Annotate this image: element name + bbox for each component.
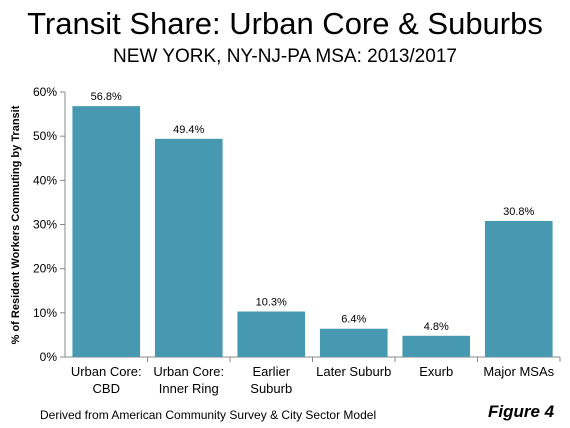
bar-value-label: 56.8% xyxy=(91,91,122,103)
chart-subtitle: NEW YORK, NY-NJ-PA MSA: 2013/2017 xyxy=(113,46,457,67)
chart-title: Transit Share: Urban Core & Suburbs xyxy=(27,6,543,41)
bar xyxy=(154,138,223,357)
x-category-label-line: Urban Core: xyxy=(153,364,224,379)
y-tick-label: 0% xyxy=(40,350,58,364)
x-category-label: Exurb xyxy=(419,364,453,379)
bar-value-label: 30.8% xyxy=(503,206,534,218)
bar xyxy=(319,328,388,357)
bar-value-label: 49.4% xyxy=(173,124,204,136)
bar-value-label: 10.3% xyxy=(256,297,287,309)
x-category-label-line: Suburb xyxy=(250,381,292,396)
x-category-label-line: Earlier xyxy=(252,364,290,379)
y-tick-label: 50% xyxy=(33,129,57,143)
bar xyxy=(484,220,553,357)
y-tick-label: 60% xyxy=(33,85,57,99)
bar-value-label: 4.8% xyxy=(424,321,449,333)
x-category-label-line: Major MSAs xyxy=(483,364,554,379)
bar-value-label: 6.4% xyxy=(341,314,366,326)
x-category-label: Urban Core: Inner Ring xyxy=(153,364,224,396)
x-category-label-line: Inner Ring xyxy=(159,381,219,396)
x-category-label-line: Urban Core: xyxy=(71,364,142,379)
y-tick-label: 30% xyxy=(33,218,57,232)
x-category-label: Earlier Suburb xyxy=(250,364,292,396)
x-category-label: Urban Core: CBD xyxy=(71,364,142,396)
x-category-label-line: Exurb xyxy=(419,364,453,379)
y-tick-label: 10% xyxy=(33,306,57,320)
source-footnote: Derived from American Community Survey &… xyxy=(40,408,377,422)
x-category-label: Later Suburb xyxy=(316,364,391,379)
x-category-label-line: CBD xyxy=(93,381,120,396)
bar xyxy=(402,335,471,357)
y-tick-label: 20% xyxy=(33,262,57,276)
x-category-label: Major MSAs xyxy=(483,364,554,379)
bar xyxy=(72,106,141,357)
x-category-label-line: Later Suburb xyxy=(316,364,391,379)
bar xyxy=(237,311,306,357)
figure-label: Figure 4 xyxy=(488,402,555,421)
y-tick-label: 40% xyxy=(33,173,57,187)
